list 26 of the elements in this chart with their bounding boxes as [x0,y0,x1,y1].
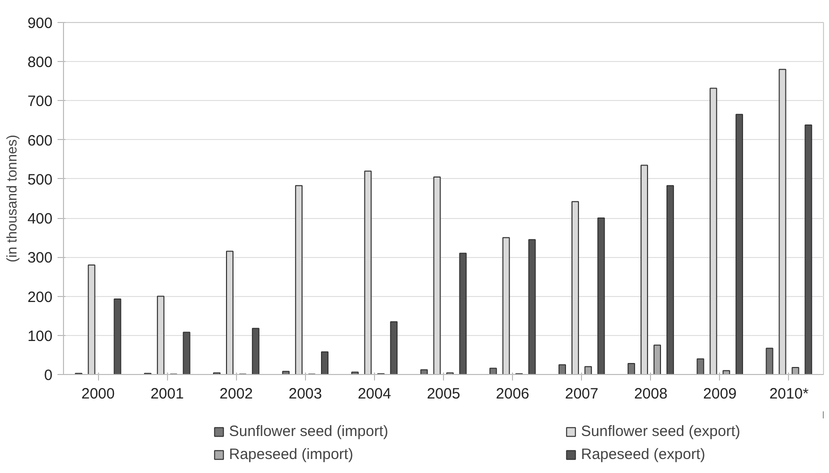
legend-label: Rapeseed (import) [229,446,354,463]
x-tick-label: 2008 [634,386,668,402]
y-tick-label: 200 [27,288,53,306]
legend-label: Rapeseed (export) [581,446,706,463]
y-tick-label: 300 [27,250,53,267]
x-tick-label: 2006 [496,386,530,402]
x-tick-label: 2009 [703,386,737,402]
y-tick-label: 0 [44,367,52,384]
y-tick-label: 700 [27,93,53,110]
y-tick-label: 400 [27,210,53,228]
x-tick-label: 2001 [150,386,184,402]
y-tick-label: 100 [27,328,53,345]
y-tick-label: 600 [27,132,53,150]
x-tick-label: 2004 [358,386,392,402]
x-tick-label: 2000 [81,386,115,402]
legend-label: Sunflower seed (export) [581,423,742,440]
y-axis-title: (in thousand tonnes) [3,134,20,262]
x-tick-label: 2005 [426,386,460,402]
y-tick-label: 800 [27,54,53,72]
y-tick-label: 900 [27,15,53,32]
x-tick-label: 2007 [564,386,598,402]
y-tick-label: 500 [27,171,53,188]
x-tick-label: 2003 [288,386,322,402]
x-tick-label: 2002 [220,386,253,402]
legend-label: Sunflower seed (import) [229,423,390,440]
x-tick-label: 2010* [769,386,809,402]
